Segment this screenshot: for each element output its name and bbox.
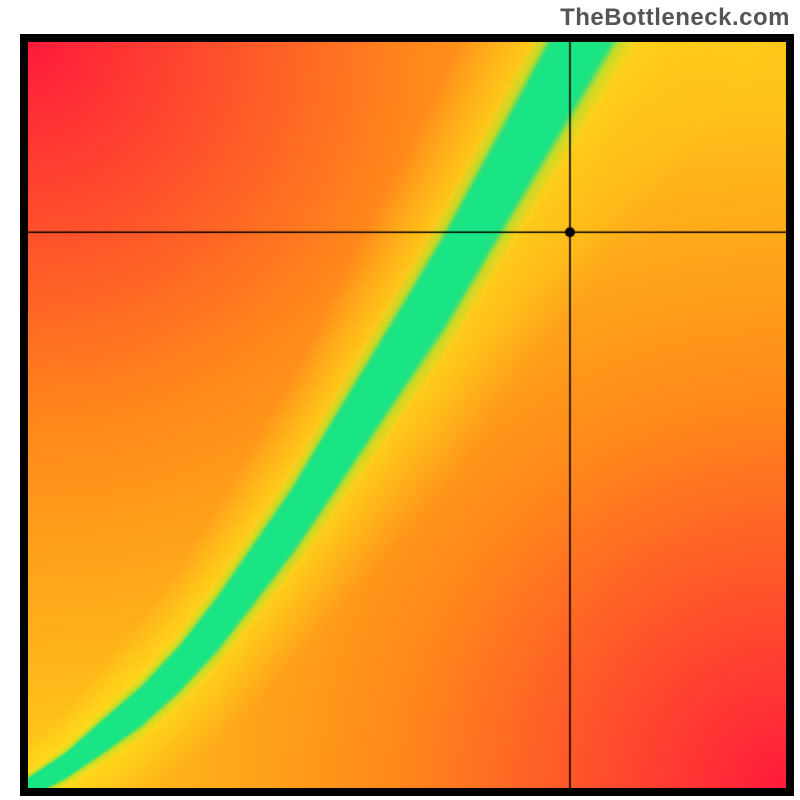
chart-area <box>20 34 794 796</box>
bottleneck-heatmap <box>28 42 786 788</box>
watermark-text: TheBottleneck.com <box>560 4 790 32</box>
